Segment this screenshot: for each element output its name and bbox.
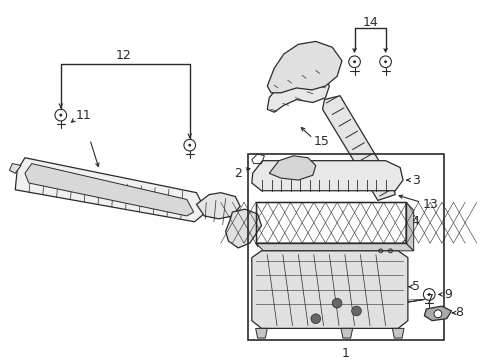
- Polygon shape: [268, 71, 329, 112]
- Text: 1: 1: [342, 347, 350, 360]
- Bar: [256, 202, 406, 243]
- Circle shape: [353, 60, 356, 63]
- Text: 4: 4: [412, 215, 419, 228]
- Polygon shape: [252, 161, 403, 191]
- Text: 12: 12: [116, 49, 132, 62]
- Circle shape: [59, 114, 62, 117]
- Polygon shape: [392, 328, 404, 338]
- Polygon shape: [341, 328, 353, 338]
- Polygon shape: [268, 41, 342, 93]
- Polygon shape: [256, 328, 268, 338]
- Text: 5: 5: [412, 280, 420, 293]
- Polygon shape: [225, 209, 262, 248]
- Polygon shape: [15, 158, 206, 222]
- Circle shape: [434, 310, 442, 318]
- Polygon shape: [269, 156, 316, 180]
- Text: 7: 7: [426, 293, 434, 306]
- Text: 15: 15: [314, 135, 330, 148]
- Circle shape: [384, 60, 387, 63]
- Circle shape: [188, 144, 191, 147]
- Polygon shape: [252, 251, 408, 328]
- Text: 2: 2: [234, 167, 242, 180]
- Circle shape: [352, 306, 361, 316]
- Text: 8: 8: [455, 306, 464, 319]
- Circle shape: [332, 298, 342, 308]
- Polygon shape: [424, 306, 451, 321]
- Polygon shape: [25, 163, 194, 216]
- Bar: [256, 202, 406, 243]
- Text: 6: 6: [400, 239, 408, 252]
- Polygon shape: [256, 243, 414, 251]
- Circle shape: [428, 293, 431, 296]
- Circle shape: [311, 314, 320, 324]
- Polygon shape: [406, 202, 414, 251]
- Text: 9: 9: [444, 288, 452, 301]
- Text: 3: 3: [412, 174, 419, 186]
- Text: 11: 11: [75, 109, 91, 122]
- Text: 14: 14: [362, 15, 378, 28]
- Polygon shape: [9, 163, 21, 173]
- Text: 10: 10: [263, 244, 278, 257]
- Bar: [248, 154, 444, 340]
- Polygon shape: [322, 96, 395, 201]
- Polygon shape: [196, 193, 240, 219]
- Text: 13: 13: [422, 198, 438, 211]
